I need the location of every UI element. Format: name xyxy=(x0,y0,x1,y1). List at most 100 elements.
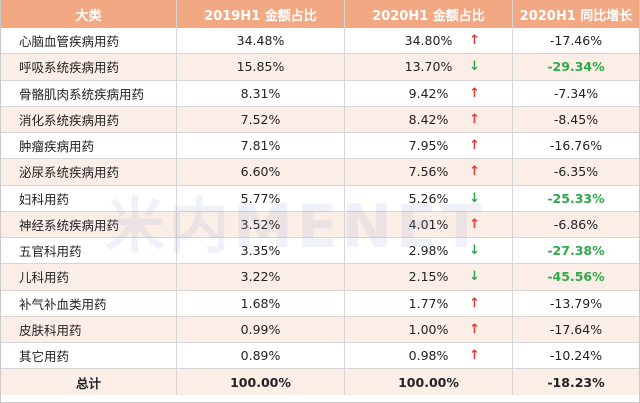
share-2020-cell: 13.70% ↓ xyxy=(345,54,513,80)
category-cell: 肿瘤疾病用药 xyxy=(1,133,177,159)
growth-cell: -8.45% xyxy=(513,107,639,132)
table-row: 补气补血类用药 1.68% 1.77% ↑ -13.79% xyxy=(1,290,639,317)
share-2020-cell: 8.42% ↑ xyxy=(345,106,513,132)
category-cell: 泌尿系统疾病用药 xyxy=(1,159,177,185)
share-2020-value: 2.15% xyxy=(408,269,449,285)
growth-value: -29.34% xyxy=(547,59,605,75)
growth-cell: -17.46% xyxy=(513,28,639,53)
growth-cell: -16.76% xyxy=(513,133,639,158)
share-2020-cell: 5.26% ↓ xyxy=(345,185,513,211)
table-row: 肿瘤疾病用药 7.81% 7.95% ↑ -16.76% xyxy=(1,133,639,160)
arrow-up-icon: ↑ xyxy=(469,164,480,180)
category-cell: 五官科用药 xyxy=(1,238,177,264)
arrow-up-icon: ↑ xyxy=(469,111,480,127)
share-2020-value: 1.00% xyxy=(408,321,449,337)
share-2020-value: 13.70% xyxy=(404,59,453,75)
share-2020-value: 4.01% xyxy=(408,216,449,232)
table-body: 心脑血管疾病用药 34.48% 34.80% ↑ -17.46% 呼吸系统疾病用药 15.8… xyxy=(1,28,639,370)
table-row: 呼吸系统疾病用药 15.85% 13.70% ↓ -29.34% xyxy=(1,54,639,81)
share-2019-cell: 0.89% xyxy=(177,343,345,369)
table-header: 大类 2019H1 金额占比 2020H1 金额占比 2020H1 同比增长 xyxy=(1,0,639,28)
share-2020-cell: 2.15% ↓ xyxy=(345,264,513,290)
arrow-down-icon: ↓ xyxy=(469,59,480,75)
growth-cell: -6.86% xyxy=(513,212,639,237)
share-2020-cell: 9.42% ↑ xyxy=(345,80,513,106)
share-2020-value: 2.98% xyxy=(408,243,449,259)
growth-cell: -27.38% xyxy=(513,238,639,263)
arrow-up-icon: ↑ xyxy=(469,295,480,311)
share-2019-cell: 15.85% xyxy=(177,54,345,80)
category-cell: 心脑血管疾病用药 xyxy=(1,28,177,54)
share-2020-value: 34.80% xyxy=(404,33,453,49)
growth-cell: -29.34% xyxy=(513,54,639,79)
share-2019-cell: 0.99% xyxy=(177,316,345,342)
arrow-up-icon: ↑ xyxy=(469,85,480,101)
table-row: 其它用药 0.89% 0.98% ↑ -10.24% xyxy=(1,343,639,370)
share-2019-cell: 7.81% xyxy=(177,133,345,159)
growth-cell: -7.34% xyxy=(513,81,639,106)
share-2020-value: 1.77% xyxy=(408,295,449,311)
category-cell: 皮肤科用药 xyxy=(1,316,177,342)
share-2020-value: 9.42% xyxy=(408,85,449,101)
share-2019-cell: 1.68% xyxy=(177,290,345,316)
category-cell: 妇科用药 xyxy=(1,185,177,211)
share-2019-cell: 6.60% xyxy=(177,159,345,185)
category-cell: 儿科用药 xyxy=(1,264,177,290)
share-2020-value: 8.42% xyxy=(408,111,449,127)
share-2020-cell: 7.56% ↑ xyxy=(345,159,513,185)
arrow-up-icon: ↑ xyxy=(469,216,480,232)
share-2019-cell: 34.48% xyxy=(177,28,345,54)
growth-value: -10.24% xyxy=(549,348,603,364)
table-row: 骨骼肌肉系统疾病用药 8.31% 9.42% ↑ -7.34% xyxy=(1,80,639,107)
arrow-up-icon: ↑ xyxy=(469,138,480,154)
table-row: 泌尿系统疾病用药 6.60% 7.56% ↑ -6.35% xyxy=(1,159,639,186)
category-cell: 呼吸系统疾病用药 xyxy=(1,54,177,80)
table-row: 心脑血管疾病用药 34.48% 34.80% ↑ -17.46% xyxy=(1,28,639,55)
table-row: 儿科用药 3.22% 2.15% ↓ -45.56% xyxy=(1,264,639,291)
share-2019-cell: 5.77% xyxy=(177,185,345,211)
header-share-2019: 2019H1 金额占比 xyxy=(177,0,345,28)
growth-value: -6.35% xyxy=(553,164,599,180)
share-2020-cell: 2.98% ↓ xyxy=(345,238,513,264)
total-share-2019: 100.00% xyxy=(177,369,345,396)
share-2020-value: 0.98% xyxy=(408,348,449,364)
arrow-down-icon: ↓ xyxy=(469,243,480,259)
share-2020-value: 7.56% xyxy=(408,164,449,180)
table-row: 消化系统疾病用药 7.52% 8.42% ↑ -8.45% xyxy=(1,106,639,133)
growth-value: -16.76% xyxy=(549,138,603,154)
share-2020-cell: 1.00% ↑ xyxy=(345,316,513,342)
growth-value: -8.45% xyxy=(553,111,599,127)
arrow-up-icon: ↑ xyxy=(469,33,480,49)
share-2020-cell: 7.95% ↑ xyxy=(345,133,513,159)
header-category: 大类 xyxy=(1,0,177,28)
share-2019-cell: 8.31% xyxy=(177,80,345,106)
growth-value: -17.46% xyxy=(549,33,603,49)
share-2020-value: 5.26% xyxy=(408,190,449,206)
growth-value: -7.34% xyxy=(553,85,599,101)
arrow-down-icon: ↓ xyxy=(469,269,480,285)
category-cell: 骨骼肌肉系统疾病用药 xyxy=(1,80,177,106)
share-2020-cell: 4.01% ↑ xyxy=(345,211,513,237)
share-2019-cell: 7.52% xyxy=(177,106,345,132)
table-row: 妇科用药 5.77% 5.26% ↓ -25.33% xyxy=(1,185,639,212)
share-2020-cell: 34.80% ↑ xyxy=(345,28,513,54)
category-cell: 其它用药 xyxy=(1,343,177,369)
share-2019-cell: 3.52% xyxy=(177,211,345,237)
table-row: 神经系统疾病用药 3.52% 4.01% ↑ -6.86% xyxy=(1,211,639,238)
growth-cell: -25.33% xyxy=(513,186,639,211)
table-row: 五官科用药 3.35% 2.98% ↓ -27.38% xyxy=(1,238,639,265)
share-2020-cell: 0.98% ↑ xyxy=(345,343,513,369)
share-2020-cell: 1.77% ↑ xyxy=(345,290,513,316)
share-2019-cell: 3.22% xyxy=(177,264,345,290)
header-growth-2020: 2020H1 同比增长 xyxy=(519,8,633,24)
category-cell: 补气补血类用药 xyxy=(1,290,177,316)
arrow-down-icon: ↓ xyxy=(469,190,480,206)
growth-cell: -45.56% xyxy=(513,264,639,289)
share-2020-value: 7.95% xyxy=(408,138,449,154)
arrow-up-icon: ↑ xyxy=(469,348,480,364)
share-2019-cell: 3.35% xyxy=(177,238,345,264)
category-cell: 消化系统疾病用药 xyxy=(1,106,177,132)
growth-value: -13.79% xyxy=(549,295,603,311)
growth-value: -45.56% xyxy=(547,269,605,285)
